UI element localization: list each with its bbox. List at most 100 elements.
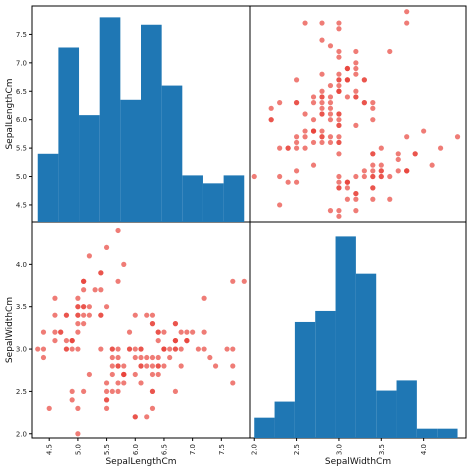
scatter-point-bl-84 xyxy=(98,346,104,352)
scatter-point-bl-4 xyxy=(75,295,81,301)
x-tick-label-sepal-length-4: 6.5 xyxy=(160,444,168,455)
scatter-point-tr-29 xyxy=(353,190,359,197)
scatter-point-bl-145 xyxy=(172,346,179,352)
scatter-point-bl-136 xyxy=(149,312,156,318)
scatter-point-tr-110 xyxy=(353,88,359,94)
x-tick-label-sepal-width-0: 2.0 xyxy=(251,444,259,455)
hist-bar-sepal-length-3 xyxy=(99,17,121,222)
scatter-point-bl-141 xyxy=(184,337,190,344)
scatter-point-tr-88 xyxy=(336,139,342,146)
scatter-point-bl-69 xyxy=(109,388,115,395)
scatter-point-tr-3 xyxy=(344,196,351,202)
scatter-point-bl-57 xyxy=(69,397,75,403)
scatter-point-tr-90 xyxy=(302,145,308,151)
scatter-point-tr-93 xyxy=(277,173,283,180)
scatter-point-bl-60 xyxy=(75,431,81,437)
scatter-point-tr-31 xyxy=(370,151,376,157)
scatter-point-tr-120 xyxy=(353,65,359,72)
scatter-point-bl-134 xyxy=(138,380,144,386)
y-tick-label-sepal-width-1: 2.5 xyxy=(16,388,27,396)
scatter-point-bl-109 xyxy=(201,295,207,301)
scatter-point-bl-53 xyxy=(103,405,110,411)
scatter-point-bl-32 xyxy=(86,253,92,259)
scatter-point-bl-45 xyxy=(63,346,70,352)
scatter-point-tr-147 xyxy=(336,88,342,94)
scatter-point-tr-8 xyxy=(327,208,334,214)
x-tick-label-sepal-length-3: 6.0 xyxy=(132,444,140,455)
scatter-point-tr-83 xyxy=(310,117,317,123)
hist-bar-sepal-length-2 xyxy=(79,115,100,222)
scatter-point-bl-90 xyxy=(103,380,110,386)
hist-bar-sepal-width-8 xyxy=(416,428,438,438)
scatter-point-tr-68 xyxy=(268,105,274,111)
scatter-point-tr-47 xyxy=(353,196,359,202)
scatter-point-bl-97 xyxy=(144,354,150,361)
scatter-point-tr-60 xyxy=(251,173,257,180)
scatter-point-tr-106 xyxy=(293,179,300,185)
scatter-point-bl-89 xyxy=(103,388,110,395)
scatter-point-tr-92 xyxy=(302,128,308,134)
scatter-point-bl-110 xyxy=(161,329,167,335)
x-ticks-sepal-width: 2.0 2.5 3.0 3.5 4.0 xyxy=(251,438,428,455)
scatter-point-tr-143 xyxy=(353,71,359,77)
scatter-point-tr-146 xyxy=(293,100,300,106)
scatter-point-bl-30 xyxy=(63,337,70,344)
scatter-point-bl-15 xyxy=(115,227,121,234)
scatter-point-bl-6 xyxy=(52,312,58,318)
scatter-point-tr-149 xyxy=(336,122,342,128)
scatter-point-bl-100 xyxy=(149,321,156,327)
scatter-point-tr-37 xyxy=(344,179,351,185)
y-tick-label-sepal-length-0: 4.5 xyxy=(16,201,27,209)
y-tick-label-sepal-length-6: 7.5 xyxy=(16,31,27,39)
scatter-point-bl-39 xyxy=(81,312,87,318)
scatter-point-bl-16 xyxy=(98,270,104,276)
scatter-point-bl-132 xyxy=(155,363,161,369)
scatter-point-tr-75 xyxy=(336,82,342,89)
hist-bar-sepal-length-9 xyxy=(223,175,245,222)
scatter-point-tr-113 xyxy=(293,134,300,140)
y-ticks-sepal-width: 2.0 2.5 3.0 3.5 4.0 xyxy=(16,261,32,438)
scatter-point-bl-64 xyxy=(109,354,115,361)
scatter-point-bl-76 xyxy=(178,363,184,369)
scatter-point-tr-6 xyxy=(370,196,376,202)
scatter-point-tr-26 xyxy=(370,173,376,180)
scatter-point-tr-95 xyxy=(336,134,342,140)
scatter-point-tr-59 xyxy=(310,162,317,168)
scatter-point-tr-81 xyxy=(285,145,291,151)
scatter-point-bl-1 xyxy=(69,346,75,352)
scatter-point-bl-25 xyxy=(75,346,81,352)
scatter-point-bl-142 xyxy=(121,371,127,378)
scatter-point-bl-49 xyxy=(75,321,81,327)
scatter-point-bl-50 xyxy=(190,329,196,335)
x-axis-label-sepal-width: SepalWidthCm xyxy=(325,457,391,467)
histogram-sepal-width xyxy=(254,236,458,438)
scatter-point-bl-38 xyxy=(40,346,47,352)
scatter-point-bl-59 xyxy=(86,371,92,378)
scatter-point-tr-94 xyxy=(310,139,317,146)
scatter-point-bl-22 xyxy=(52,295,58,301)
scatter-point-tr-79 xyxy=(302,134,308,140)
scatter-point-tr-138 xyxy=(336,117,342,123)
scatter-point-bl-135 xyxy=(230,346,236,352)
scatter-point-bl-147 xyxy=(161,346,167,352)
scatter-point-bl-42 xyxy=(40,329,47,335)
scatter-point-tr-105 xyxy=(336,26,342,32)
scatter-point-bl-58 xyxy=(167,354,173,361)
x-tick-label-sepal-width-2: 3.0 xyxy=(335,444,343,455)
scatter-point-tr-48 xyxy=(395,156,401,163)
scatter-point-tr-144 xyxy=(361,77,367,83)
scatter-point-tr-22 xyxy=(387,196,393,202)
scatter-point-bl-75 xyxy=(167,346,173,352)
scatter-point-tr-117 xyxy=(404,20,410,26)
x-tick-label-sepal-length-5: 7.0 xyxy=(189,444,197,455)
hist-bar-sepal-width-9 xyxy=(437,428,458,438)
hist-bar-sepal-length-6 xyxy=(161,85,183,222)
scatter-point-tr-18 xyxy=(404,134,410,140)
y-tick-label-sepal-width-2: 3.0 xyxy=(16,346,27,354)
scatter-point-bl-23 xyxy=(81,321,87,327)
scatter-point-bl-35 xyxy=(75,329,81,335)
scatter-point-bl-96 xyxy=(115,354,121,361)
hist-bar-sepal-length-5 xyxy=(141,24,162,223)
scatter-point-tr-118 xyxy=(302,20,308,26)
